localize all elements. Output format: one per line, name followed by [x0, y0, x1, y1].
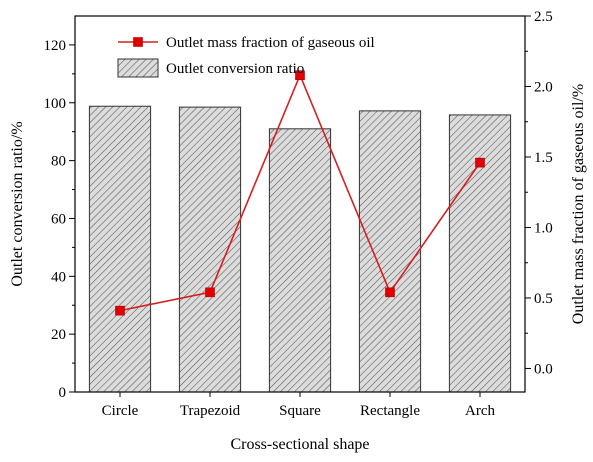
bar-arch	[448, 114, 512, 393]
y-right-tick-label: 1.0	[534, 220, 553, 236]
line-marker-trapezoid	[205, 287, 215, 298]
legend-label-line: Outlet mass fraction of gaseous oil	[166, 35, 375, 51]
axes: 0 20 40 60 80 100 120 0.0 0.5 1.0 1.5 2.0 2.5 Circle T…	[44, 9, 553, 419]
legend-label-bar: Outlet conversion ratio	[166, 61, 304, 77]
x-axis-title: Cross-sectional shape	[230, 436, 369, 453]
x-tick-label: Circle	[102, 403, 139, 419]
y-left-tick-label: 20	[51, 327, 66, 343]
y-right-tick-label: 0.5	[534, 291, 553, 307]
y-left-tick-label: 0	[59, 385, 67, 401]
y-right-tick-label: 1.5	[534, 150, 553, 166]
y-left-tick-label: 40	[51, 269, 66, 285]
line-marker-square	[295, 70, 305, 81]
y-left-tick-label: 100	[44, 96, 67, 112]
y-right-tick-label: 0.0	[534, 361, 553, 377]
x-tick-label: Arch	[465, 403, 495, 419]
line-marker-rectangle	[385, 287, 395, 298]
legend-marker-swatch	[133, 37, 143, 47]
line-marker-circle	[115, 305, 125, 316]
x-tick-label: Square	[279, 403, 321, 419]
y-right-tick-label: 2.5	[534, 9, 553, 25]
x-tick-label: Trapezoid	[180, 403, 241, 419]
y-left-tick-label: 120	[44, 38, 67, 54]
legend: Outlet mass fraction of gaseous oil Outle…	[117, 35, 375, 78]
line-marker-arch	[475, 157, 485, 168]
bar-circle	[88, 105, 152, 393]
bar-square	[268, 128, 332, 393]
bar-rectangle	[358, 110, 422, 393]
y-left-tick-label: 80	[51, 154, 66, 170]
y-left-tick-label: 60	[51, 211, 66, 227]
x-tick-label: Rectangle	[360, 403, 420, 419]
y-right-tick-label: 2.0	[534, 79, 553, 95]
y-axis-left-title: Outlet conversion ratio/%	[9, 121, 26, 286]
y-axis-right-title: Outlet mass fraction of gaseous oil/%	[570, 84, 587, 324]
legend-bar-swatch	[117, 58, 159, 78]
bar-trapezoid	[178, 106, 242, 393]
plot-area	[88, 70, 512, 393]
